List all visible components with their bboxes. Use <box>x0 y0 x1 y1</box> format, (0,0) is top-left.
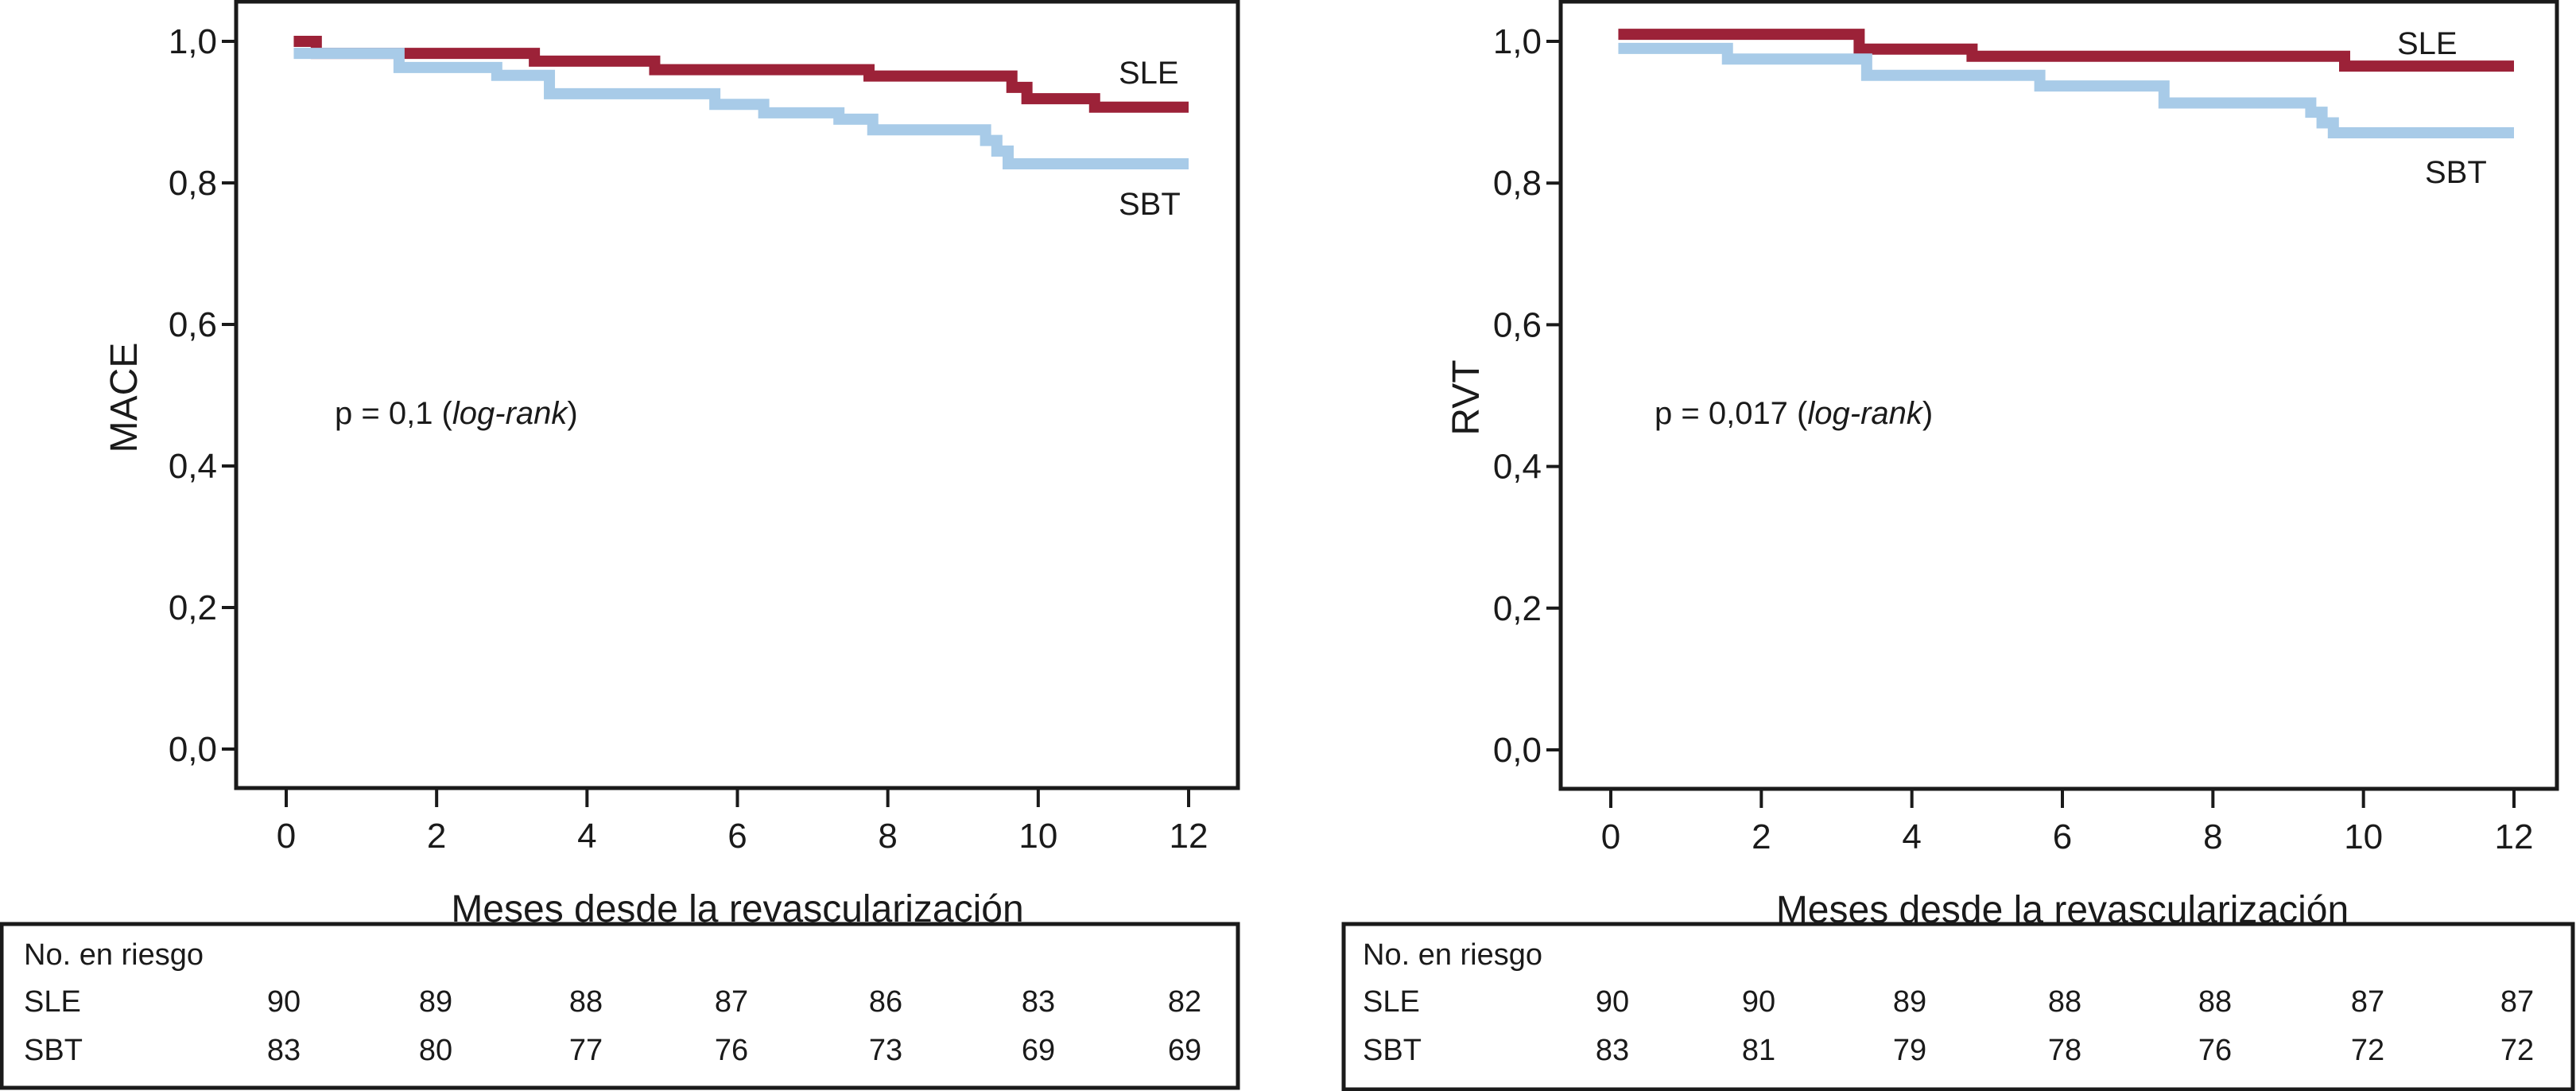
risk-value: 69 <box>1022 1034 1055 1067</box>
risk-value: 83 <box>1596 1034 1629 1067</box>
y-tick-label: 0,2 <box>169 588 217 627</box>
risk-table-frame <box>0 922 1240 1090</box>
risk-value: 86 <box>869 985 902 1019</box>
x-tick-label: 2 <box>427 817 446 856</box>
risk-table-1: No. en riesgo SLE 90 89 88 87 86 83 82 SBT 83 80 77 7… <box>0 922 1240 1090</box>
risk-table-title: No. en riesgo <box>1363 938 1542 972</box>
plot-frame <box>1558 0 2559 791</box>
risk-value: 89 <box>1893 985 1926 1019</box>
p-value-close: ) <box>567 396 577 431</box>
risk-value: 90 <box>1596 985 1629 1019</box>
x-tick-label: 8 <box>2203 817 2222 856</box>
risk-value: 90 <box>1742 985 1775 1019</box>
risk-value: 88 <box>569 985 603 1019</box>
risk-value: 87 <box>2351 985 2384 1019</box>
log-rank-text: log-rank <box>452 396 569 431</box>
risk-value: 77 <box>569 1034 603 1067</box>
x-tick-label: 4 <box>1902 817 1921 856</box>
risk-value: 76 <box>715 1034 748 1067</box>
series-label-sle: SLE <box>2397 26 2458 61</box>
risk-table-title: No. en riesgo <box>24 938 204 972</box>
y-tick-label: 0,6 <box>169 305 217 344</box>
series-label-sle: SLE <box>1119 56 1179 91</box>
y-tick-label: 0,0 <box>1493 731 1542 770</box>
series-sle-curve <box>293 36 1189 113</box>
risk-value: 73 <box>869 1034 902 1067</box>
risk-row-label-sbt: SBT <box>1363 1034 1422 1067</box>
y-tick-label: 1,0 <box>169 22 217 61</box>
risk-value: 83 <box>267 1034 301 1067</box>
y-tick-label: 0,2 <box>1493 589 1542 628</box>
risk-value: 87 <box>2500 985 2534 1019</box>
risk-table-2: No. en riesgo SLE 90 90 89 88 88 87 87 SBT 83 81 79 7… <box>1341 922 2575 1091</box>
series-sbt-curve <box>293 48 1189 169</box>
y-tick-label: 0,8 <box>1493 164 1542 203</box>
y-tick-label: 0,0 <box>169 730 217 769</box>
p-value-annotation: p = 0,017 (log-rank) <box>1655 396 1933 431</box>
risk-value: 82 <box>1168 985 1201 1019</box>
x-tick-label: 8 <box>878 817 897 856</box>
risk-value: 90 <box>267 985 301 1019</box>
y-axis-title: RVT <box>1445 359 1488 435</box>
risk-value: 88 <box>2048 985 2081 1019</box>
y-tick-label: 0,6 <box>1493 305 1542 344</box>
risk-table-frame <box>1341 922 2575 1091</box>
risk-value: 83 <box>1022 985 1055 1019</box>
risk-row-label-sle: SLE <box>1363 985 1420 1019</box>
x-tick-label: 4 <box>577 817 596 856</box>
p-value-close: ) <box>1922 396 1933 431</box>
log-rank-text: log-rank <box>1807 396 1924 431</box>
risk-value: 87 <box>715 985 748 1019</box>
x-tick-label: 10 <box>1018 817 1057 856</box>
risk-value: 80 <box>419 1034 452 1067</box>
y-tick-label: 0,8 <box>169 164 217 203</box>
risk-row-label-sle: SLE <box>24 985 81 1019</box>
risk-value: 72 <box>2500 1034 2534 1067</box>
y-tick-label: 0,4 <box>1493 448 1542 487</box>
x-tick-label: 0 <box>1601 817 1620 856</box>
series-sbt-curve <box>1618 42 2514 138</box>
x-tick-label: 0 <box>277 817 296 856</box>
risk-value: 79 <box>1893 1034 1926 1067</box>
y-tick-label: 0,4 <box>169 447 217 486</box>
p-value-annotation: p = 0,1 (log-rank) <box>335 396 578 431</box>
x-tick-label: 6 <box>727 817 747 856</box>
risk-value: 78 <box>2048 1034 2081 1067</box>
x-tick-label: 12 <box>2495 817 2534 856</box>
y-tick-label: 1,0 <box>1493 22 1542 61</box>
risk-value: 81 <box>1742 1034 1775 1067</box>
series-label-sbt: SBT <box>1119 187 1181 222</box>
p-value-text: p = 0,017 ( <box>1655 396 1808 431</box>
risk-value: 76 <box>2198 1034 2232 1067</box>
x-tick-label: 12 <box>1170 817 1208 856</box>
risk-value: 72 <box>2351 1034 2384 1067</box>
risk-row-label-sbt: SBT <box>24 1034 83 1067</box>
x-tick-label: 6 <box>2053 817 2072 856</box>
x-tick-label: 10 <box>2344 817 2383 856</box>
plot-frame <box>234 0 1240 790</box>
series-sle-curve <box>1618 29 2514 72</box>
series-label-sbt: SBT <box>2425 155 2487 190</box>
risk-value: 88 <box>2198 985 2232 1019</box>
y-axis-title: MACE <box>103 343 145 453</box>
x-tick-label: 2 <box>1752 817 1771 856</box>
p-value-text: p = 0,1 ( <box>335 396 453 431</box>
risk-value: 89 <box>419 985 452 1019</box>
risk-value: 69 <box>1168 1034 1201 1067</box>
